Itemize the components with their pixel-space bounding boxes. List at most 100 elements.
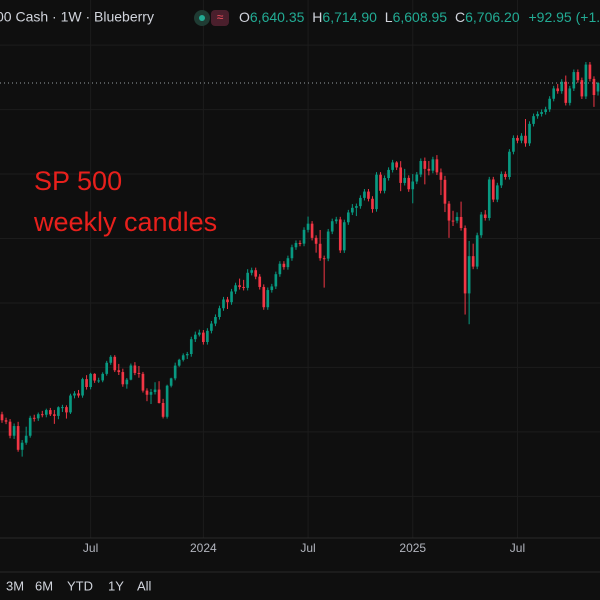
candle-body xyxy=(580,80,584,97)
candle-body xyxy=(310,223,314,238)
candle-body xyxy=(278,263,282,275)
candle-body xyxy=(355,206,358,208)
candle-body xyxy=(189,339,193,355)
candles xyxy=(0,62,600,457)
h-value: 6,714.90 xyxy=(322,9,377,25)
candle-body xyxy=(544,109,547,113)
candle-body xyxy=(322,258,326,260)
candle-body xyxy=(318,243,322,259)
candle-body xyxy=(306,223,310,230)
candle-body xyxy=(564,81,568,103)
candle-body xyxy=(129,365,133,380)
candle-body xyxy=(560,81,564,92)
candle-body xyxy=(28,417,32,436)
range-button[interactable]: YTD xyxy=(67,578,93,593)
candle-body xyxy=(242,286,245,288)
annotation-line: weekly candles xyxy=(33,207,217,237)
candle-body xyxy=(330,221,334,232)
candle-body xyxy=(427,168,431,171)
l-value: 6,608.95 xyxy=(393,9,448,25)
candle-body xyxy=(32,417,36,419)
candle-body xyxy=(137,372,141,374)
candle-body xyxy=(121,372,125,385)
candle-body xyxy=(371,198,374,210)
candle-body xyxy=(230,291,233,303)
candle-body xyxy=(61,407,64,409)
candle-body xyxy=(81,379,84,396)
candle-body xyxy=(326,231,330,259)
candle-body xyxy=(270,286,274,291)
candle-body xyxy=(93,373,96,381)
range-button[interactable]: 6M xyxy=(35,578,53,593)
candle-body xyxy=(512,137,515,152)
candle-body xyxy=(113,356,117,371)
candle-body xyxy=(419,161,423,175)
candle-body xyxy=(65,407,68,413)
candle-body xyxy=(463,228,467,294)
candle-body xyxy=(133,365,137,373)
candle-body xyxy=(504,174,507,178)
candle-body xyxy=(165,385,169,417)
candle-body xyxy=(346,212,350,223)
candle-body xyxy=(202,332,205,343)
candle-body xyxy=(0,414,4,421)
c-value: 6,706.20 xyxy=(465,9,520,25)
candle-body xyxy=(451,220,455,222)
c-label: C xyxy=(455,9,465,25)
range-button[interactable]: All xyxy=(137,578,152,593)
candle-body xyxy=(145,390,149,395)
candle-body xyxy=(475,235,479,267)
candle-body xyxy=(40,414,44,416)
candle-body xyxy=(101,373,105,381)
candle-body xyxy=(495,185,499,200)
x-tick-label: 2025 xyxy=(399,541,426,555)
candle-body xyxy=(238,285,241,287)
candle-body xyxy=(459,216,463,229)
candle-body xyxy=(411,181,415,190)
candle-body xyxy=(439,172,443,180)
candle-body xyxy=(479,214,483,236)
candle-body xyxy=(57,407,60,416)
candle-body xyxy=(214,317,217,324)
candle-body xyxy=(181,355,185,360)
change: +92.95 (+1.4 xyxy=(529,9,600,25)
candle-body xyxy=(387,169,390,179)
candle-body xyxy=(516,137,519,141)
candle-body xyxy=(508,151,511,178)
candle-body xyxy=(193,334,197,340)
candle-body xyxy=(294,243,298,248)
alert-icon xyxy=(211,10,229,26)
candle-body xyxy=(206,330,209,343)
candle-body xyxy=(153,389,157,393)
candle-body xyxy=(4,420,8,422)
candle-body xyxy=(540,112,543,114)
candle-body xyxy=(596,82,600,92)
candle-body xyxy=(532,116,535,124)
candle-body xyxy=(391,162,394,170)
candle-body xyxy=(572,72,576,89)
legend-header: 00 Cash · 1W · Blueberry ≈ O6,640.35 H6,… xyxy=(0,9,600,26)
candle-body xyxy=(363,191,366,198)
candle-body xyxy=(415,174,419,182)
candle-body xyxy=(524,135,527,144)
range-button[interactable]: 3M xyxy=(6,578,24,593)
candle-body xyxy=(576,72,580,81)
l-label: L xyxy=(385,9,393,25)
range-button[interactable]: 1Y xyxy=(108,578,124,593)
candle-body xyxy=(125,379,129,385)
candle-body xyxy=(483,214,487,218)
candle-body xyxy=(556,88,560,92)
candle-body xyxy=(274,274,278,287)
h-label: H xyxy=(312,9,322,25)
candle-body xyxy=(298,243,302,245)
candle-body xyxy=(435,159,439,173)
candle-body xyxy=(443,179,447,204)
candle-body xyxy=(77,393,80,396)
candle-body xyxy=(49,410,52,415)
candle-body xyxy=(282,263,286,268)
candle-body xyxy=(359,197,362,207)
candle-body xyxy=(471,256,475,267)
